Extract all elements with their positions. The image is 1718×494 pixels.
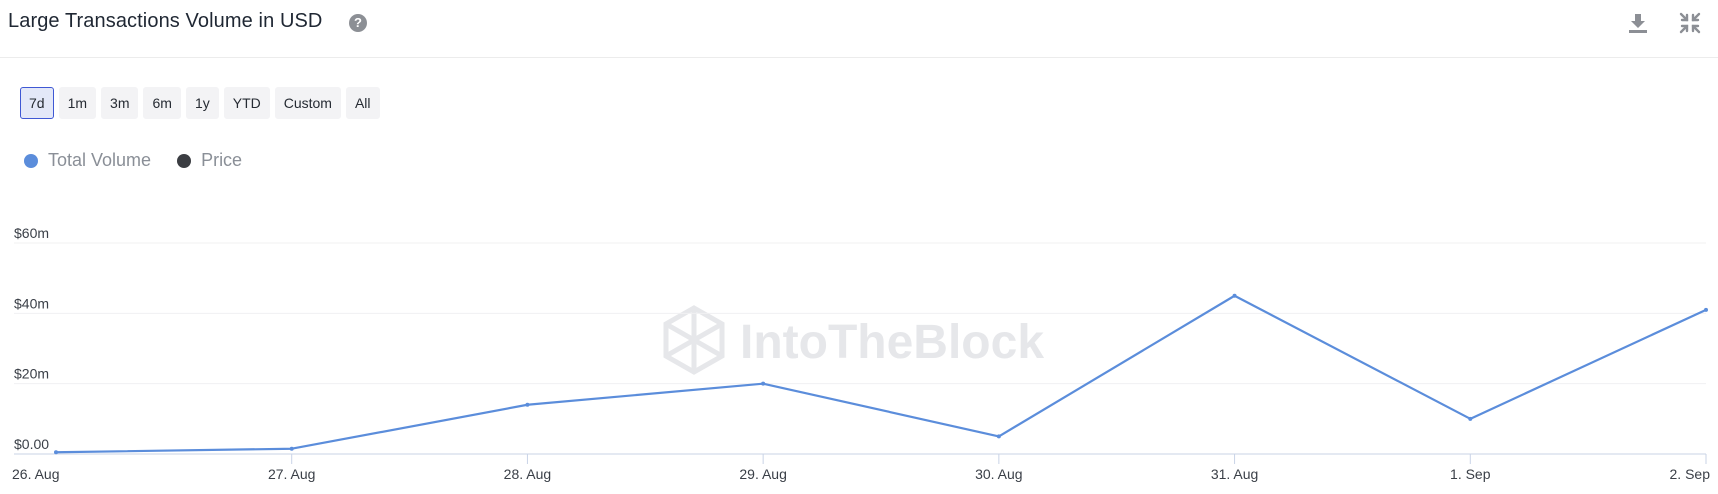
legend-item-price[interactable]: Price <box>177 150 242 171</box>
data-point[interactable] <box>1468 416 1473 421</box>
watermark-text: IntoTheBlock <box>740 316 1044 369</box>
watermark: IntoTheBlock <box>663 305 1044 375</box>
range-button-custom[interactable]: Custom <box>274 87 341 119</box>
range-button-1y[interactable]: 1y <box>185 87 219 119</box>
x-tick-label: 31. Aug <box>1211 466 1259 482</box>
y-tick-label: $0.00 <box>14 436 49 452</box>
range-button-all[interactable]: All <box>345 87 380 119</box>
range-button-7d[interactable]: 7d <box>20 87 54 119</box>
x-tick-label: 2. Sep <box>1670 466 1711 482</box>
x-tick-label: 26. Aug <box>12 466 60 482</box>
time-range-selector: 7d 1m 3m 6m 1y YTD Custom All <box>20 87 380 119</box>
data-point[interactable] <box>54 450 58 455</box>
chart-legend: Total Volume Price <box>24 150 242 171</box>
y-tick-label: $20m <box>14 366 49 382</box>
y-tick-label: $40m <box>14 295 49 311</box>
range-button-1m[interactable]: 1m <box>58 87 97 119</box>
x-tick-label: 1. Sep <box>1450 466 1491 482</box>
x-tick-label: 30. Aug <box>975 466 1023 482</box>
download-icon[interactable] <box>1626 11 1650 35</box>
chart-header: Large Transactions Volume in USD ? <box>0 0 1718 58</box>
range-button-3m[interactable]: 3m <box>101 87 139 119</box>
data-point[interactable] <box>1704 307 1708 312</box>
legend-dot-total-volume <box>24 153 38 168</box>
legend-item-total-volume[interactable]: Total Volume <box>24 150 151 171</box>
data-point[interactable] <box>289 446 294 451</box>
data-point[interactable] <box>1232 293 1237 298</box>
data-point[interactable] <box>761 381 766 386</box>
legend-label-total-volume: Total Volume <box>48 150 152 170</box>
series-line-total-volume[interactable] <box>55 294 1707 454</box>
x-tick-label: 28. Aug <box>504 466 552 482</box>
legend-label-price: Price <box>201 150 243 170</box>
data-point[interactable] <box>525 402 530 407</box>
data-point[interactable] <box>996 434 1001 439</box>
y-tick-label: $60m <box>14 225 49 241</box>
intotheblock-logo-icon <box>663 305 725 375</box>
collapse-arrows-icon[interactable] <box>1678 11 1702 35</box>
x-tick-label: 27. Aug <box>268 466 316 482</box>
range-button-ytd[interactable]: YTD <box>223 87 270 119</box>
legend-dot-price <box>177 153 192 168</box>
chart-title: Large Transactions Volume in USD <box>8 10 323 32</box>
question-circle-icon[interactable]: ? <box>349 14 367 32</box>
range-button-6m[interactable]: 6m <box>143 87 181 119</box>
x-tick-label: 29. Aug <box>739 466 787 482</box>
